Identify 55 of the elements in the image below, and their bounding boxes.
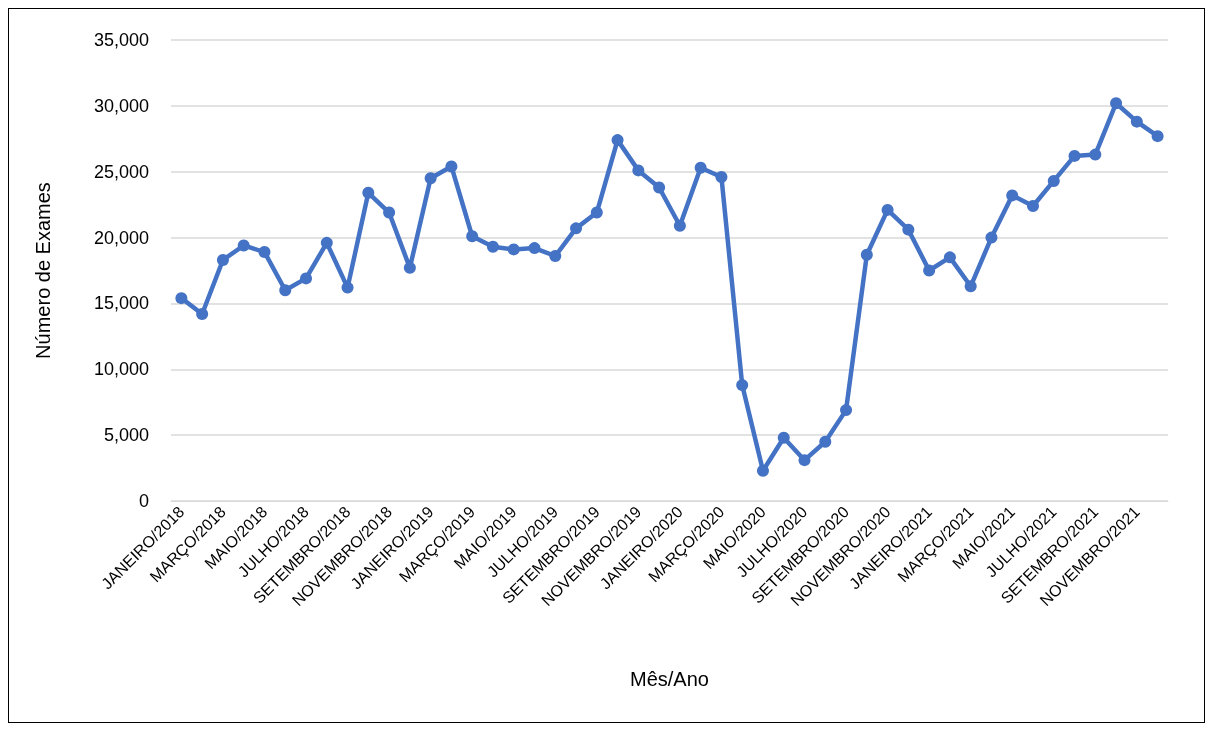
point <box>486 240 499 253</box>
point <box>528 242 541 255</box>
point <box>258 246 271 259</box>
point <box>860 248 873 261</box>
point <box>777 431 790 444</box>
point <box>362 186 375 199</box>
point <box>1110 97 1123 110</box>
point <box>1089 148 1102 161</box>
point <box>923 264 936 277</box>
y-tick-label: 20,000 <box>93 227 149 248</box>
y-tick-label: 0 <box>138 491 149 511</box>
point <box>216 253 229 266</box>
point <box>320 236 333 249</box>
point <box>715 170 728 183</box>
point <box>279 284 292 297</box>
y-tick-label: 15,000 <box>93 293 149 314</box>
y-tick-label: 35,000 <box>93 30 149 50</box>
point <box>383 206 396 219</box>
point <box>798 454 811 467</box>
point <box>840 404 853 417</box>
y-tick-label: 10,000 <box>93 359 149 380</box>
point <box>590 206 603 219</box>
point <box>1068 149 1081 162</box>
point <box>466 230 479 243</box>
point <box>819 435 832 448</box>
point <box>673 219 686 232</box>
y-tick-label: 30,000 <box>93 95 149 116</box>
point <box>424 172 437 185</box>
point <box>1047 174 1060 187</box>
y-tick-label: 25,000 <box>93 161 149 182</box>
point <box>881 203 894 216</box>
point <box>445 160 458 173</box>
point <box>653 181 666 194</box>
point <box>196 307 209 320</box>
point <box>237 239 250 252</box>
point <box>964 280 977 293</box>
point <box>736 379 749 392</box>
point <box>1006 189 1019 202</box>
point <box>507 243 520 256</box>
point <box>1151 130 1164 143</box>
y-axis-title: Número de Exames <box>32 182 54 359</box>
point <box>632 164 645 177</box>
point <box>1027 199 1039 212</box>
point <box>756 464 769 477</box>
point <box>175 292 188 305</box>
point <box>985 231 998 244</box>
point <box>570 222 583 235</box>
point <box>902 223 915 236</box>
y-tick-label: 5,000 <box>103 425 149 446</box>
point <box>694 161 707 174</box>
point <box>549 250 562 263</box>
point <box>1130 115 1143 128</box>
x-axis-title: Mês/Ano <box>630 668 709 690</box>
point <box>943 251 956 264</box>
point <box>300 272 313 285</box>
